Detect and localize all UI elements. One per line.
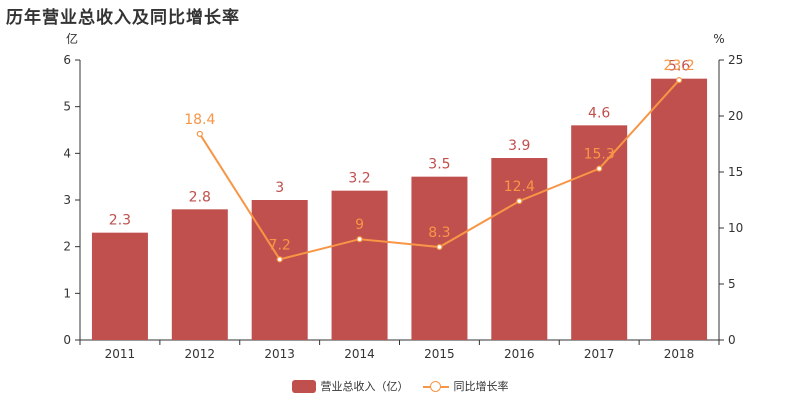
y-right-tick-label: 25: [728, 53, 743, 67]
revenue-bar: [571, 125, 628, 340]
growth-rate-label: 7.2: [269, 237, 291, 253]
revenue-bar-label: 3.9: [508, 138, 530, 154]
chart-title: 历年营业总收入及同比增长率: [6, 8, 240, 28]
revenue-bar: [171, 209, 228, 340]
y-left-tick-label: 1: [63, 286, 71, 300]
y-left-tick-label: 2: [63, 240, 71, 254]
revenue-bar: [251, 200, 308, 340]
y-axis-right-unit: %: [713, 32, 724, 46]
x-tick-label: 2018: [664, 347, 695, 361]
x-tick-label: 2013: [264, 347, 295, 361]
revenue-bar-label: 2.8: [189, 189, 211, 205]
chart-legend: 营业总收入（亿） 同比增长率: [0, 378, 800, 394]
x-tick-label: 2015: [424, 347, 455, 361]
growth-rate-label: 15.3: [584, 147, 615, 163]
y-right-tick-label: 10: [728, 221, 743, 235]
y-left-tick-label: 6: [63, 53, 71, 67]
y-left-tick-label: 3: [63, 193, 71, 207]
x-tick-label: 2014: [344, 347, 375, 361]
legend-bar-swatch: [291, 379, 316, 393]
y-left-tick-label: 5: [63, 100, 71, 114]
growth-rate-label: 8.3: [428, 225, 450, 241]
x-tick-label: 2017: [584, 347, 615, 361]
revenue-bar-label: 3.2: [348, 171, 370, 187]
x-tick-label: 2016: [504, 347, 535, 361]
y-right-tick-label: 15: [728, 165, 743, 179]
growth-rate-label: 9: [355, 217, 364, 233]
revenue-bar: [91, 232, 148, 340]
growth-rate-label: 18.4: [184, 112, 215, 128]
legend-growth-label: 同比增长率: [453, 380, 509, 393]
growth-rate-point: [356, 236, 363, 243]
y-left-tick-label: 4: [63, 146, 71, 160]
legend-line-swatch: [422, 380, 449, 393]
revenue-bar: [491, 158, 548, 340]
y-right-tick-label: 5: [728, 277, 736, 291]
y-axis-left-unit: 亿: [66, 31, 78, 46]
growth-rate-point: [516, 198, 523, 205]
y-left-tick-label: 0: [63, 333, 71, 347]
legend-item-growth[interactable]: 同比增长率: [422, 378, 509, 394]
growth-rate-point: [596, 165, 603, 172]
y-right-tick-label: 0: [728, 333, 736, 347]
revenue-bar-label: 3.5: [428, 157, 450, 173]
growth-rate-point: [276, 256, 283, 263]
growth-rate-label: 12.4: [504, 179, 535, 195]
revenue-bar: [411, 176, 468, 340]
revenue-bar: [651, 78, 708, 341]
growth-rate-point: [196, 130, 203, 138]
y-right-tick-label: 20: [728, 109, 743, 123]
growth-rate-point: [675, 77, 683, 84]
growth-rate-label: 23.2: [663, 58, 694, 74]
x-tick-label: 2011: [105, 347, 136, 361]
revenue-bar-label: 4.6: [588, 105, 610, 121]
revenue-bar-label: 3: [275, 180, 284, 196]
revenue-bar: [331, 190, 388, 340]
growth-rate-point: [436, 243, 443, 251]
x-tick-label: 2012: [185, 347, 216, 361]
revenue-bar-label: 2.3: [109, 213, 131, 229]
legend-revenue-label: 营业总收入（亿）: [320, 380, 409, 393]
revenue-bar-label: 5.6: [668, 59, 690, 75]
legend-item-revenue[interactable]: 营业总收入（亿）: [291, 378, 409, 394]
